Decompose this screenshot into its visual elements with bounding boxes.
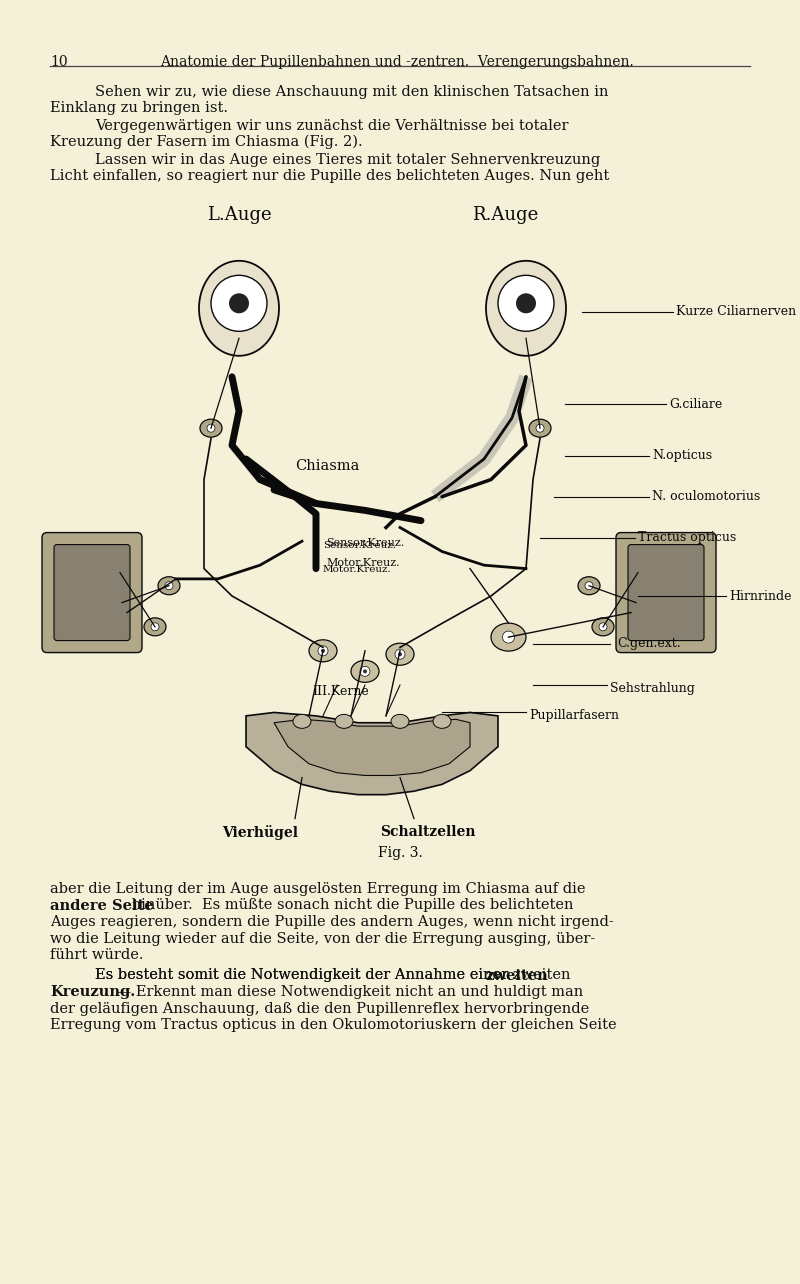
Ellipse shape (335, 714, 353, 728)
Ellipse shape (200, 419, 222, 437)
Circle shape (211, 275, 267, 331)
Text: Lassen wir in das Auge eines Tieres mit totaler Sehnervenkreuzung: Lassen wir in das Auge eines Tieres mit … (95, 153, 600, 167)
Circle shape (151, 623, 159, 630)
Ellipse shape (391, 714, 409, 728)
Text: hinüber.  Es müßte sonach nicht die Pupille des belichteten: hinüber. Es müßte sonach nicht die Pupil… (127, 899, 574, 913)
Ellipse shape (144, 618, 166, 636)
Circle shape (502, 632, 514, 643)
Circle shape (321, 648, 325, 652)
Circle shape (398, 652, 402, 656)
Circle shape (318, 646, 328, 656)
Text: aber die Leitung der im Auge ausgelösten Erregung im Chiasma auf die: aber die Leitung der im Auge ausgelösten… (50, 882, 586, 896)
Text: Einklang zu bringen ist.: Einklang zu bringen ist. (50, 101, 228, 116)
Ellipse shape (529, 419, 551, 437)
Text: führt würde.: führt würde. (50, 948, 143, 962)
Text: R.Auge: R.Auge (472, 205, 538, 223)
Text: N. oculomotorius: N. oculomotorius (652, 490, 760, 503)
Text: Sehen wir zu, wie diese Anschauung mit den klinischen Tatsachen in: Sehen wir zu, wie diese Anschauung mit d… (95, 85, 609, 99)
Circle shape (360, 666, 370, 677)
Text: Schaltzellen: Schaltzellen (380, 826, 476, 840)
Ellipse shape (386, 643, 414, 665)
Text: Vierhügel: Vierhügel (222, 826, 298, 841)
FancyBboxPatch shape (42, 533, 142, 652)
Ellipse shape (293, 714, 311, 728)
Text: Auges reagieren, sondern die Pupille des andern Auges, wenn nicht irgend-: Auges reagieren, sondern die Pupille des… (50, 915, 614, 930)
Text: Hirnrinde: Hirnrinde (729, 589, 791, 602)
Text: Licht einfallen, so reagiert nur die Pupille des belichteten Auges. Nun geht: Licht einfallen, so reagiert nur die Pup… (50, 169, 610, 184)
Text: andere Seite: andere Seite (50, 899, 154, 913)
Text: C.gen.ext.: C.gen.ext. (617, 637, 681, 651)
Circle shape (585, 582, 593, 589)
Circle shape (516, 293, 536, 313)
FancyBboxPatch shape (54, 544, 130, 641)
Text: 10: 10 (50, 55, 68, 69)
Text: Sehstrahlung: Sehstrahlung (610, 682, 695, 695)
Polygon shape (274, 719, 470, 776)
Text: der geläufigen Anschauung, daß die den Pupillenreflex hervorbringende: der geläufigen Anschauung, daß die den P… (50, 1002, 590, 1016)
Text: G.ciliare: G.ciliare (670, 398, 722, 411)
Circle shape (395, 650, 405, 659)
Text: Erregung vom Tractus opticus in den Okulomotoriuskern der gleichen Seite: Erregung vom Tractus opticus in den Okul… (50, 1018, 617, 1032)
Text: zweiten: zweiten (485, 968, 548, 982)
Text: Vergegenwärtigen wir uns zunächst die Verhältnisse bei totaler: Vergegenwärtigen wir uns zunächst die Ve… (95, 119, 569, 134)
Text: N.opticus: N.opticus (652, 449, 712, 462)
Text: Anatomie der Pupillenbahnen und -zentren.  Verengerungsbahnen.: Anatomie der Pupillenbahnen und -zentren… (160, 55, 634, 69)
Ellipse shape (578, 577, 600, 594)
Text: Fig. 3.: Fig. 3. (378, 846, 422, 860)
Circle shape (229, 293, 249, 313)
Text: III.Kerne: III.Kerne (312, 686, 369, 698)
FancyBboxPatch shape (616, 533, 716, 652)
Text: Motor.Kreuz.: Motor.Kreuz. (326, 559, 400, 569)
Text: wo die Leitung wieder auf die Seite, von der die Erregung ausging, über-: wo die Leitung wieder auf die Seite, von… (50, 931, 595, 945)
Text: Motor.Kreuz.: Motor.Kreuz. (323, 565, 392, 574)
Polygon shape (246, 713, 498, 795)
Ellipse shape (486, 261, 566, 356)
Text: Chiasma: Chiasma (295, 458, 359, 473)
Ellipse shape (199, 261, 279, 356)
Text: Es besteht somit die Notwendigkeit der Annahme einer: Es besteht somit die Notwendigkeit der A… (95, 968, 508, 982)
Text: — Erkennt man diese Notwendigkeit nicht an und huldigt man: — Erkennt man diese Notwendigkeit nicht … (112, 985, 583, 999)
Ellipse shape (433, 714, 451, 728)
Ellipse shape (158, 577, 180, 594)
Ellipse shape (309, 639, 337, 661)
Ellipse shape (351, 660, 379, 682)
Circle shape (207, 424, 215, 433)
Text: Sensor.Kreuz.: Sensor.Kreuz. (323, 541, 396, 551)
Text: Es besteht somit die Notwendigkeit der Annahme einer zweiten: Es besteht somit die Notwendigkeit der A… (95, 968, 570, 982)
FancyBboxPatch shape (628, 544, 704, 641)
Circle shape (599, 623, 607, 630)
Ellipse shape (592, 618, 614, 636)
Ellipse shape (491, 623, 526, 651)
Circle shape (165, 582, 173, 589)
Text: L.Auge: L.Auge (206, 205, 271, 223)
Text: Tractus opticus: Tractus opticus (638, 532, 736, 544)
Text: Kreuzung der Fasern im Chiasma (Fig. 2).: Kreuzung der Fasern im Chiasma (Fig. 2). (50, 135, 362, 149)
Circle shape (536, 424, 544, 433)
Text: Kurze Ciliarnerven: Kurze Ciliarnerven (677, 306, 797, 318)
Text: Kreuzung.: Kreuzung. (50, 985, 135, 999)
Text: Pupillarfasern: Pupillarfasern (530, 709, 619, 723)
Text: Sensor.Kreuz.: Sensor.Kreuz. (326, 538, 405, 548)
Circle shape (363, 669, 367, 673)
Circle shape (498, 275, 554, 331)
